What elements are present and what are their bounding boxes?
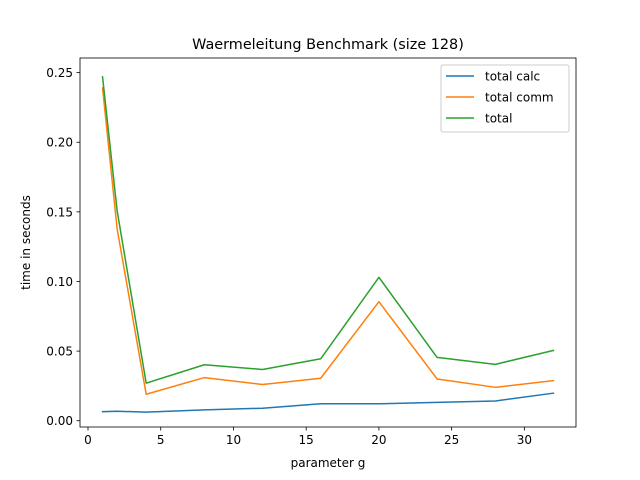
x-tick-label: 25	[444, 433, 459, 447]
y-tick-label: 0.20	[46, 136, 73, 150]
x-tick-label: 20	[371, 433, 386, 447]
y-tick-label: 0.05	[46, 345, 73, 359]
y-tick-label: 0.00	[46, 414, 73, 428]
x-tick-label: 30	[517, 433, 532, 447]
legend-label: total comm	[485, 91, 554, 105]
x-tick-label: 15	[299, 433, 314, 447]
y-tick-label: 0.10	[46, 275, 73, 289]
legend-label: total calc	[485, 70, 540, 84]
series-line-total-comm	[101, 87, 555, 396]
chart-title: Waermeleitung Benchmark (size 128)	[192, 37, 464, 53]
x-tick-label: 0	[84, 433, 92, 447]
x-axis-label: parameter g	[291, 456, 366, 470]
x-tick-label: 10	[226, 433, 241, 447]
x-tick-label: 5	[157, 433, 165, 447]
plot-area	[101, 75, 555, 413]
y-tick-label: 0.25	[46, 66, 73, 80]
y-axis-label: time in seconds	[19, 195, 33, 290]
plot-frame	[79, 57, 577, 428]
series-line-total-calc	[101, 392, 555, 413]
legend-label: total	[485, 112, 512, 126]
x-axis: 0 5 10 15 20 25 30	[84, 427, 532, 447]
legend-box	[440, 64, 570, 133]
legend: total calc total comm total	[440, 64, 570, 133]
y-axis: 0.00 0.05 0.10 0.15 0.20 0.25	[46, 66, 80, 428]
series-line-total	[101, 75, 555, 384]
y-tick-label: 0.15	[46, 205, 73, 219]
